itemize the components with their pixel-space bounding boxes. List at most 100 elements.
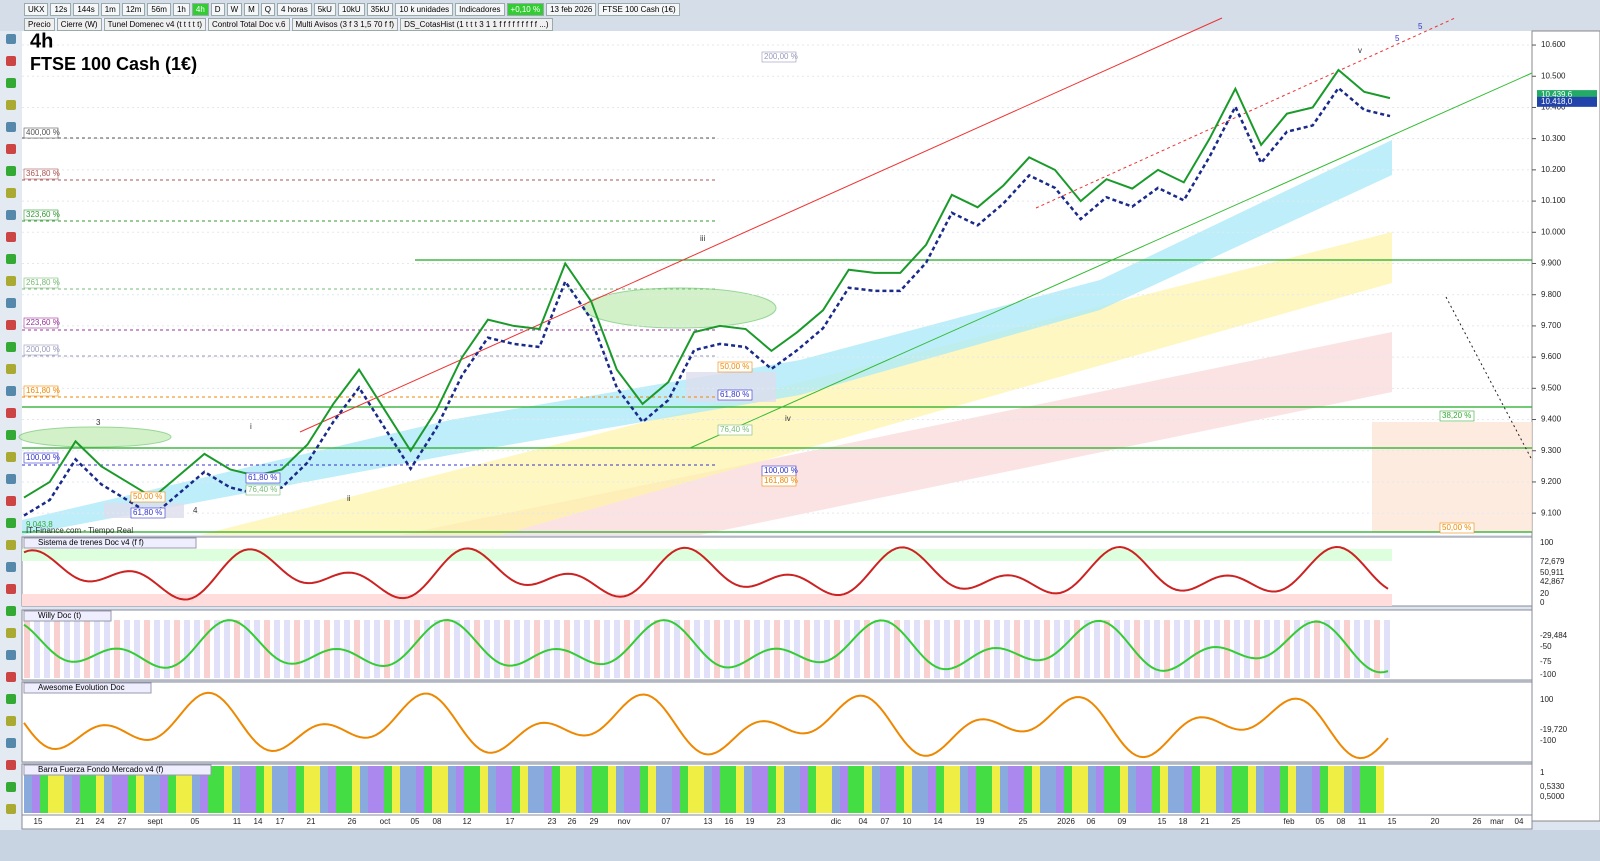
timeframe-button[interactable]: D bbox=[210, 2, 225, 16]
panel-stripe bbox=[604, 620, 610, 678]
panel-stripe bbox=[720, 766, 728, 813]
date-label: 17 bbox=[506, 817, 515, 826]
panel-stripe bbox=[848, 766, 856, 813]
panel-stripe bbox=[736, 766, 744, 813]
timeframe-button[interactable]: 12s bbox=[50, 2, 72, 16]
wave-label: 4 bbox=[193, 506, 198, 515]
panel-stripe bbox=[528, 766, 536, 813]
tool-icon bbox=[6, 474, 16, 484]
units-button[interactable]: 5kU bbox=[313, 2, 336, 16]
panel-axis-label: -50 bbox=[1540, 642, 1552, 651]
panel-stripe bbox=[354, 620, 360, 678]
indicator-tag[interactable]: Precio bbox=[24, 17, 55, 31]
panel-stripe bbox=[1232, 766, 1240, 813]
period-select[interactable]: 4 horas bbox=[277, 2, 312, 16]
date-label: 27 bbox=[118, 817, 127, 826]
panel-stripe bbox=[854, 620, 860, 678]
date-label: 09 bbox=[1118, 817, 1127, 826]
panel-stripe bbox=[1248, 766, 1256, 813]
indicators-button[interactable]: Indicadores bbox=[455, 2, 505, 16]
panel-stripe bbox=[214, 620, 220, 678]
chart-title: FTSE 100 Cash (1€) bbox=[30, 54, 197, 74]
panel-stripe bbox=[536, 766, 544, 813]
timeframe-button[interactable]: W bbox=[226, 2, 243, 16]
panel-stripe bbox=[128, 766, 136, 813]
tool-icon bbox=[6, 78, 16, 88]
indicator-tag[interactable]: Multi Avisos (3 f 3 1,5 70 f f) bbox=[291, 17, 399, 31]
panel-stripe bbox=[1024, 766, 1032, 813]
indicator-tag[interactable]: DS_CotasHist (1 t t t 3 1 1 f f f f f f … bbox=[400, 17, 553, 31]
panel-stripe bbox=[32, 766, 40, 813]
panel-axis-label: 42,867 bbox=[1540, 577, 1565, 586]
panel-stripe bbox=[814, 620, 820, 678]
fib-label: 261,80 % bbox=[26, 278, 60, 287]
panel-stripe bbox=[1184, 620, 1190, 678]
panel-stripe bbox=[484, 620, 490, 678]
date-label: 05 bbox=[191, 817, 200, 826]
panel-stripe bbox=[944, 766, 952, 813]
zone bbox=[583, 287, 777, 329]
timeframe-button[interactable]: M bbox=[244, 2, 259, 16]
fib-label-box bbox=[23, 344, 59, 356]
date-label: 21 bbox=[1201, 817, 1210, 826]
panel-stripe bbox=[1374, 620, 1380, 678]
timeframe-button[interactable]: 1h bbox=[172, 2, 190, 16]
panel-stripe bbox=[494, 620, 500, 678]
units-button[interactable]: 35kU bbox=[366, 2, 394, 16]
panel-stripe bbox=[520, 766, 528, 813]
panel-stripe bbox=[264, 766, 272, 813]
panel-stripe bbox=[1084, 620, 1090, 678]
price-tick-label: 10.300 bbox=[1541, 134, 1566, 143]
date-label: 08 bbox=[1337, 817, 1346, 826]
panel-stripe bbox=[1048, 766, 1056, 813]
panel-stripe bbox=[312, 766, 320, 813]
fib-label: 61,80 % bbox=[248, 473, 277, 482]
panel-stripe bbox=[134, 620, 140, 678]
panel-stripe bbox=[394, 620, 400, 678]
fib-label: 223,60 % bbox=[26, 318, 60, 327]
panel-stripe bbox=[584, 620, 590, 678]
panel-stripe bbox=[244, 620, 250, 678]
panel-axis-label: -100 bbox=[1540, 670, 1557, 679]
timeframe-button[interactable]: 1m bbox=[100, 2, 120, 16]
panel-stripe bbox=[404, 620, 410, 678]
panel-stripe bbox=[240, 766, 248, 813]
fib-label: 200,00 % bbox=[764, 52, 798, 61]
panel-stripe bbox=[434, 620, 440, 678]
panel-axis-label: 72,679 bbox=[1540, 557, 1565, 566]
indicator-tag[interactable]: Control Total Doc v.6 bbox=[207, 17, 290, 31]
indicator-tag[interactable]: Cierre (W) bbox=[56, 17, 102, 31]
date-label: 24 bbox=[96, 817, 105, 826]
panel-stripe bbox=[954, 620, 960, 678]
timeframe-button[interactable]: 56m bbox=[147, 2, 171, 16]
timeframe-button[interactable]: Q bbox=[260, 2, 276, 16]
indicator-tag[interactable]: Tunel Domenec v4 (t t t t t) bbox=[103, 17, 206, 31]
date-label: 04 bbox=[859, 817, 868, 826]
date-label: 25 bbox=[1232, 817, 1241, 826]
panel-stripe bbox=[84, 620, 90, 678]
date-label: 07 bbox=[881, 817, 890, 826]
panel-stripe bbox=[944, 620, 950, 678]
price-tick-label: 9.700 bbox=[1541, 321, 1562, 330]
panel-stripe bbox=[124, 620, 130, 678]
units-select[interactable]: 10 k unidades bbox=[395, 2, 454, 16]
panel-stripe bbox=[754, 620, 760, 678]
price-tag-label: 10.418,0 bbox=[1541, 97, 1573, 106]
symbol-select[interactable]: UKX bbox=[24, 2, 49, 16]
date-label: 26 bbox=[1473, 817, 1482, 826]
fib-label-box bbox=[717, 361, 753, 373]
panel-stripe bbox=[576, 766, 584, 813]
timeframe-button[interactable]: 4h bbox=[191, 2, 209, 16]
panel-stripe bbox=[34, 620, 40, 678]
timeframe-button[interactable]: 144s bbox=[73, 2, 99, 16]
panel-title-box bbox=[23, 764, 212, 776]
fib-label-box bbox=[23, 277, 59, 289]
panel-stripe bbox=[1364, 620, 1370, 678]
fib-label: 323,60 % bbox=[26, 210, 60, 219]
timeframe-button[interactable]: 12m bbox=[121, 2, 146, 16]
panel-stripe bbox=[384, 766, 392, 813]
tool-icon bbox=[6, 386, 16, 396]
panel-stripe bbox=[1088, 766, 1096, 813]
units-button[interactable]: 10kU bbox=[337, 2, 365, 16]
panel-stripe bbox=[120, 766, 128, 813]
